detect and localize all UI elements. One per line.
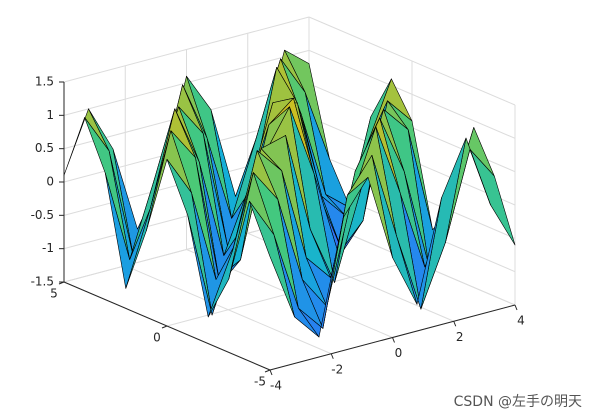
tick-mark (161, 325, 168, 329)
z-tick-label: 1 (46, 108, 54, 122)
x-tick-label: 2 (456, 330, 464, 344)
x-tick-label: -4 (270, 379, 282, 393)
z-tick-label: 0 (46, 175, 54, 189)
z-tick-label: -1.5 (31, 275, 54, 289)
y-tick-label: -5 (254, 375, 266, 389)
x-tick-label: -2 (331, 362, 343, 376)
surface-patch (469, 149, 516, 246)
tick-mark (264, 369, 271, 373)
tick-mark (514, 304, 518, 311)
z-tick-label: 1.5 (35, 75, 54, 89)
tick-mark (453, 321, 457, 327)
tick-mark (269, 369, 273, 376)
tick-mark (392, 337, 395, 343)
surface-patch (129, 108, 176, 261)
grid-line (63, 16, 310, 83)
surface-patch (249, 200, 295, 318)
grid-line (308, 16, 516, 106)
z-tick-label: -0.5 (31, 208, 54, 222)
tick-mark (330, 353, 334, 359)
z-tick-label: -1 (42, 241, 54, 255)
x-tick-label: 4 (517, 314, 525, 328)
y-tick-label: 5 (50, 287, 58, 301)
grid-line (308, 49, 516, 139)
z-tick-label: 0.5 (35, 141, 54, 155)
x-tick-label: 0 (395, 346, 403, 360)
y-tick-label: 0 (153, 331, 161, 345)
watermark: CSDN @左手の明天 (454, 394, 582, 410)
